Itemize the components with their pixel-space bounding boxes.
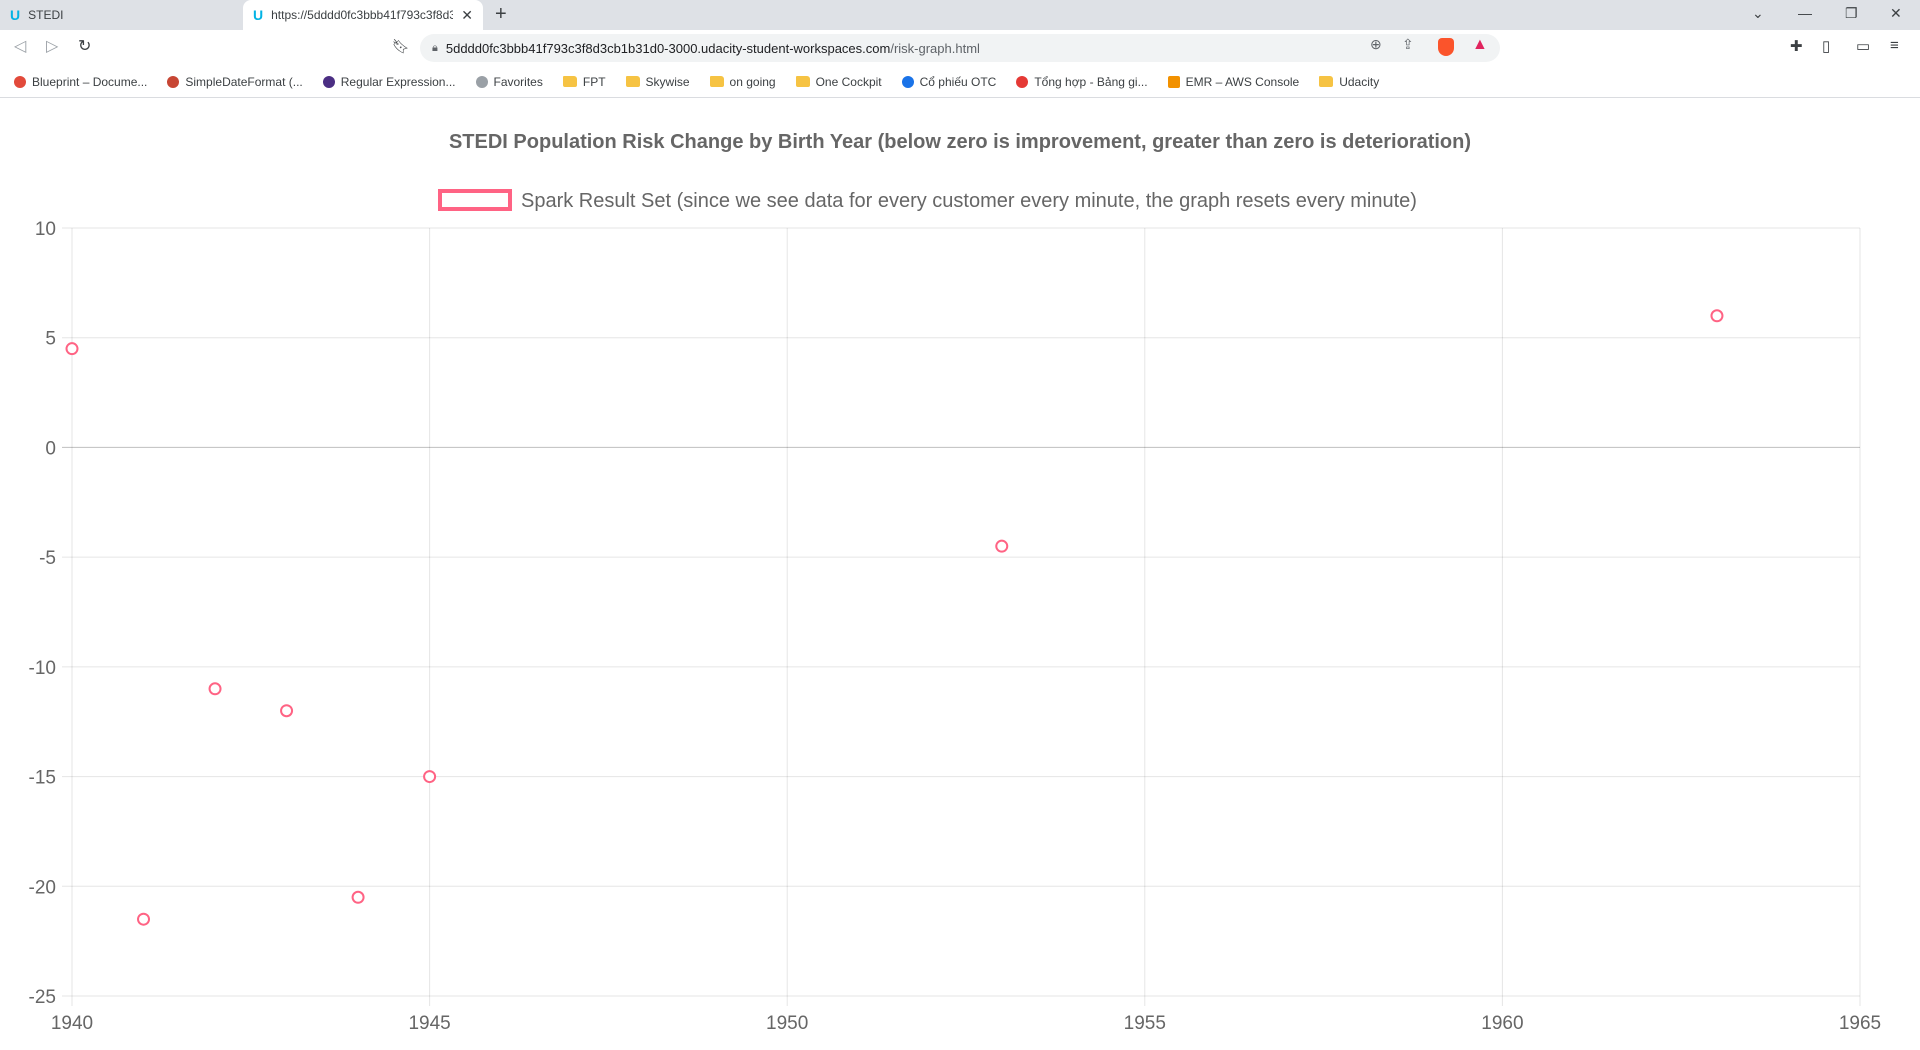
folder-icon bbox=[625, 76, 640, 87]
chart-title: STEDI Population Risk Change by Birth Ye… bbox=[449, 131, 1471, 153]
legend-swatch bbox=[438, 189, 512, 211]
bookmark-item[interactable]: Blueprint – Docume... bbox=[14, 75, 147, 89]
y-tick-label: -25 bbox=[29, 987, 56, 1008]
data-point[interactable] bbox=[423, 770, 437, 784]
bookmark-item[interactable]: Udacity bbox=[1319, 75, 1379, 89]
new-tab-icon[interactable]: + bbox=[495, 3, 507, 25]
bookmark-label: Favorites bbox=[493, 74, 543, 89]
data-points bbox=[65, 309, 1724, 926]
x-tick-label: 1940 bbox=[51, 1013, 93, 1034]
data-point[interactable] bbox=[351, 890, 365, 904]
lock-icon: 🔒︎ bbox=[432, 41, 438, 54]
bookmark-item[interactable]: Favorites bbox=[475, 74, 543, 89]
globe-icon bbox=[901, 75, 914, 88]
bookmark-item[interactable]: SimpleDateFormat (... bbox=[167, 74, 303, 89]
bookmark-item[interactable]: One Cockpit bbox=[795, 74, 882, 89]
brave-rewards-icon[interactable]: ▲ bbox=[1472, 36, 1488, 53]
menu-icon[interactable]: ≡ bbox=[1890, 37, 1899, 54]
tab-bar: U STEDI U https://5dddd0fc3bbb41f793c3f8… bbox=[0, 0, 1920, 30]
data-point[interactable] bbox=[65, 342, 79, 356]
bookmark-label: on going bbox=[729, 74, 776, 89]
udacity-icon: U bbox=[253, 7, 264, 23]
y-tick-label: 10 bbox=[35, 219, 56, 240]
y-tick-label: -20 bbox=[29, 877, 56, 898]
extensions-icon[interactable]: ✚ bbox=[1790, 38, 1803, 55]
browser-toolbar: ◁ ▷ ↻ 🔖︎ 🔒︎ 5dddd0fc3bbb41f793c3f8d3cb1b… bbox=[0, 30, 1920, 66]
site-icon bbox=[1016, 75, 1029, 88]
wallet-icon[interactable]: ▭ bbox=[1856, 38, 1871, 55]
y-axis: 10 5 0 -5 -10 -15 -20 -25 bbox=[29, 219, 56, 1008]
url-path: /risk-graph.html bbox=[890, 40, 980, 56]
chart-grid bbox=[62, 227, 1861, 1006]
folder-icon bbox=[1319, 76, 1334, 87]
minimize-icon[interactable]: — bbox=[1798, 5, 1812, 21]
x-tick-label: 1945 bbox=[408, 1013, 450, 1034]
bookmark-item[interactable]: Cổ phiếu OTC bbox=[901, 74, 997, 89]
tab-stedi[interactable]: U STEDI bbox=[0, 0, 242, 30]
bookmark-item[interactable]: Skywise bbox=[625, 74, 690, 89]
x-tick-label: 1955 bbox=[1124, 1013, 1166, 1034]
forward-icon[interactable]: ▷ bbox=[46, 38, 59, 55]
y-tick-label: 5 bbox=[45, 329, 56, 350]
star-icon bbox=[475, 75, 488, 88]
regex-icon bbox=[322, 75, 335, 88]
bookmark-item[interactable]: Regular Expression... bbox=[322, 74, 456, 89]
oracle-icon bbox=[167, 75, 180, 88]
bookmark-label: Udacity bbox=[1339, 74, 1380, 89]
bookmark-label: EMR – AWS Console bbox=[1185, 74, 1300, 89]
bookmark-label: Tổng hợp - Bảng gi... bbox=[1034, 74, 1148, 89]
close-window-icon[interactable]: ✕ bbox=[1890, 5, 1902, 21]
bookmark-item[interactable]: Tổng hợp - Bảng gi... bbox=[1016, 74, 1148, 89]
address-bar[interactable]: 🔒︎ 5dddd0fc3bbb41f793c3f8d3cb1b31d0-3000… bbox=[420, 34, 1500, 62]
folder-icon bbox=[562, 76, 577, 87]
x-tick-label: 1960 bbox=[1481, 1013, 1523, 1034]
aws-icon bbox=[1167, 75, 1180, 88]
tab-title: STEDI bbox=[28, 8, 64, 22]
bookmark-label: Regular Expression... bbox=[340, 74, 456, 89]
chevron-down-icon[interactable]: ⌄ bbox=[1752, 5, 1764, 21]
sidebar-icon[interactable]: ▯ bbox=[1822, 38, 1831, 55]
x-tick-label: 1950 bbox=[766, 1013, 808, 1034]
back-icon[interactable]: ◁ bbox=[14, 38, 27, 55]
legend-label: Spark Result Set (since we see data for … bbox=[521, 190, 1417, 212]
chart-legend[interactable]: Spark Result Set (since we see data for … bbox=[438, 189, 1417, 212]
data-point[interactable] bbox=[1710, 309, 1724, 323]
bookmark-label: FPT bbox=[582, 74, 606, 89]
bookmark-label: Blueprint – Docume... bbox=[32, 74, 148, 89]
folder-icon bbox=[709, 76, 724, 87]
data-point[interactable] bbox=[137, 912, 151, 926]
bookmark-item[interactable]: FPT bbox=[562, 74, 606, 89]
reload-icon[interactable]: ↻ bbox=[78, 38, 92, 55]
url-host: 5dddd0fc3bbb41f793c3f8d3cb1b31d0-3000.ud… bbox=[445, 40, 891, 56]
data-point[interactable] bbox=[208, 682, 222, 696]
bookmark-item[interactable]: on going bbox=[709, 74, 776, 89]
share-icon[interactable]: ⇪ bbox=[1402, 36, 1414, 52]
brave-shields-icon[interactable] bbox=[1438, 38, 1454, 56]
data-point[interactable] bbox=[995, 539, 1009, 553]
bookmark-page-icon[interactable]: 🔖︎ bbox=[392, 38, 410, 54]
url-text: 5dddd0fc3bbb41f793c3f8d3cb1b31d0-3000.ud… bbox=[446, 41, 980, 56]
restore-icon[interactable]: ❐ bbox=[1845, 5, 1858, 21]
bookmarks-bar: Blueprint – Docume... SimpleDateFormat (.… bbox=[0, 66, 1920, 98]
close-tab-icon[interactable]: ✕ bbox=[461, 6, 473, 23]
bookmark-item[interactable]: EMR – AWS Console bbox=[1167, 74, 1300, 89]
folder-icon bbox=[795, 76, 810, 87]
bookmark-label: SimpleDateFormat (... bbox=[185, 74, 303, 89]
bookmark-label: One Cockpit bbox=[815, 74, 882, 89]
bookmark-label: Cổ phiếu OTC bbox=[919, 74, 997, 89]
data-point[interactable] bbox=[280, 704, 294, 718]
bookmark-label: Skywise bbox=[645, 74, 690, 89]
blueprint-icon bbox=[14, 75, 26, 88]
x-axis: 1940 1945 1950 1955 1960 1965 bbox=[51, 1013, 1881, 1034]
zoom-icon[interactable]: ⊕ bbox=[1370, 36, 1382, 52]
y-tick-label: -10 bbox=[29, 658, 56, 679]
y-tick-label: -5 bbox=[39, 548, 56, 569]
udacity-icon: U bbox=[10, 7, 21, 23]
tab-title: https://5dddd0fc3bbb41f793c3f8d3cb1b31d0… bbox=[271, 8, 454, 22]
risk-scatter-chart: STEDI Population Risk Change by Birth Ye… bbox=[29, 131, 1882, 1034]
y-tick-label: 0 bbox=[45, 438, 56, 459]
x-tick-label: 1965 bbox=[1839, 1013, 1881, 1034]
y-tick-label: -15 bbox=[29, 768, 56, 789]
tab-risk-graph[interactable]: U https://5dddd0fc3bbb41f793c3f8d3cb1b31… bbox=[243, 0, 483, 30]
